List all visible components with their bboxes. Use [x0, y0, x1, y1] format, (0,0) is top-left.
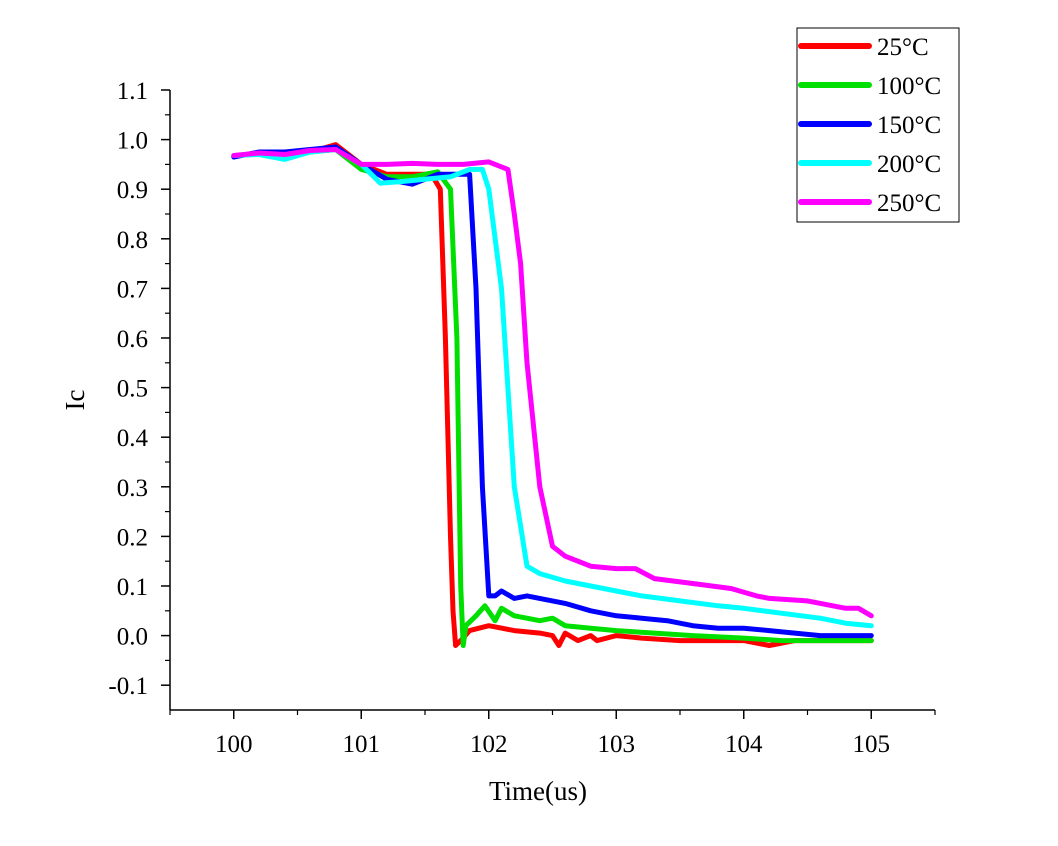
y-axis-title: Ic	[60, 390, 90, 411]
y-tick-label: 0.2	[117, 524, 148, 551]
series-group	[231, 142, 874, 648]
x-tick-label: 102	[470, 731, 508, 758]
legend: 25°C 100°C 150°C 200°C 250°C	[796, 27, 960, 223]
series-line-3	[231, 144, 874, 639]
x-axis-title: Time(us)	[489, 776, 587, 806]
y-tick-label: 0.8	[117, 227, 148, 254]
x-tick-label: 105	[853, 731, 891, 758]
series-line-5	[231, 147, 874, 619]
x-tick-label: 100	[215, 731, 253, 758]
legend-label: 100°C	[877, 73, 941, 100]
y-tick-label: 0.0	[117, 624, 148, 651]
legend-items: 25°C 100°C 150°C 200°C 250°C	[798, 34, 941, 217]
y-tick-label: 1.1	[117, 78, 148, 105]
y-ticks: -0.1 0.0 0.1 0.2 0.3 0.4 0.5 0.6 0.7 0.8 0.9 1.0 1.1	[108, 78, 170, 700]
y-tick-label: 0.9	[117, 177, 148, 204]
legend-label: 250°C	[877, 190, 941, 217]
y-tick-label: 0.6	[117, 326, 148, 353]
y-tick-label: 0.1	[117, 574, 148, 601]
y-tick-label: 1.0	[117, 128, 148, 155]
y-tick-label: 0.7	[117, 276, 148, 303]
y-tick-label: 0.3	[117, 475, 148, 502]
x-ticks: 100 101 102 103 104 105	[169, 710, 936, 758]
x-tick-label: 104	[725, 731, 763, 758]
legend-label: 200°C	[877, 151, 941, 178]
series-line-1	[231, 142, 874, 648]
y-tick-label: 0.4	[117, 425, 149, 452]
x-tick-label: 103	[598, 731, 636, 758]
x-tick-label: 101	[343, 731, 381, 758]
series-line-4	[231, 147, 874, 629]
y-tick-label: 0.5	[117, 376, 148, 403]
series-line-2	[231, 147, 874, 648]
y-tick-label: -0.1	[108, 673, 148, 700]
legend-label: 25°C	[877, 34, 929, 61]
legend-label: 150°C	[877, 112, 941, 139]
